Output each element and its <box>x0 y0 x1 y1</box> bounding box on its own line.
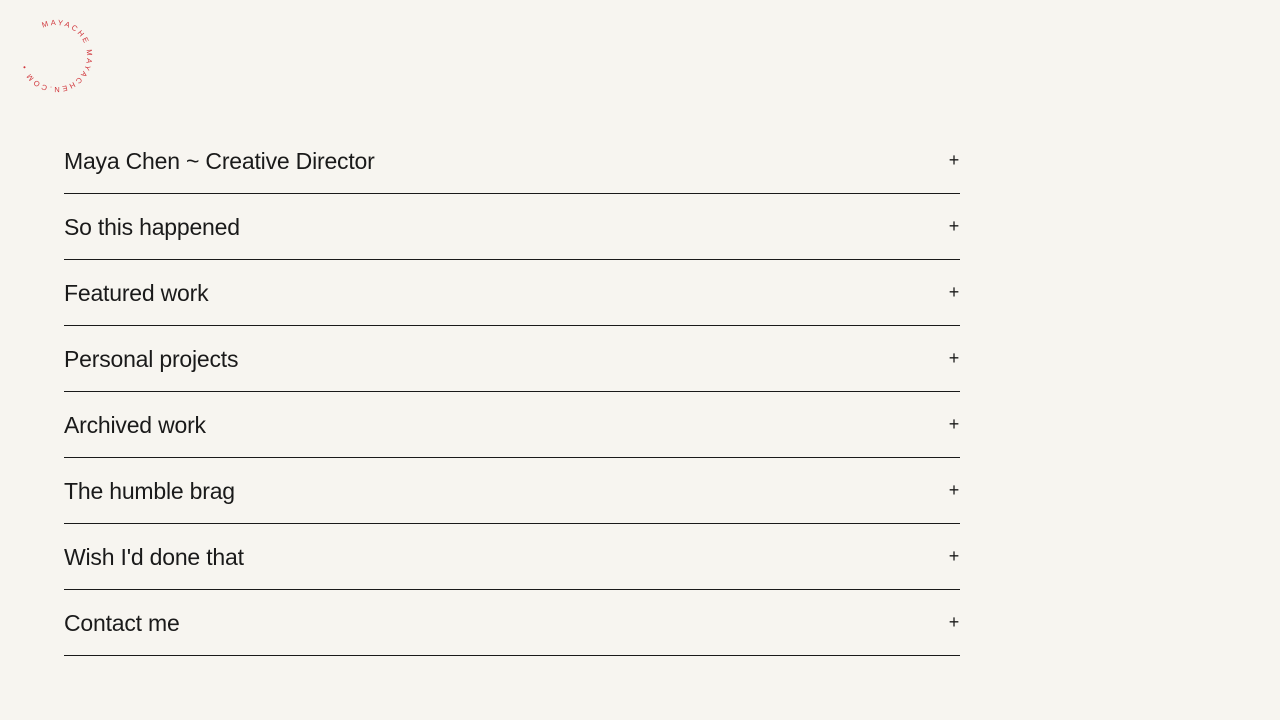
accordion-label: Maya Chen ~ Creative Director <box>64 148 375 174</box>
logo-text: MAYACHE MAYACHEN.COM • <box>19 18 92 94</box>
plus-icon[interactable]: + <box>948 546 960 566</box>
accordion-label: Wish I'd done that <box>64 544 244 570</box>
accordion-label: The humble brag <box>64 478 235 504</box>
accordion-item-humble-brag[interactable]: The humble brag + <box>64 458 960 524</box>
accordion-item-archived-work[interactable]: Archived work + <box>64 392 960 458</box>
accordion-item-about[interactable]: Maya Chen ~ Creative Director + <box>64 128 960 194</box>
plus-icon[interactable]: + <box>948 612 960 632</box>
plus-icon[interactable]: + <box>948 480 960 500</box>
accordion-item-wish-id-done-that[interactable]: Wish I'd done that + <box>64 524 960 590</box>
plus-icon[interactable]: + <box>948 348 960 368</box>
accordion-label: Contact me <box>64 610 180 636</box>
plus-icon[interactable]: + <box>948 150 960 170</box>
svg-text:MAYACHE MAYACHEN.COM •: MAYACHE MAYACHEN.COM • <box>19 18 94 94</box>
accordion-list: Maya Chen ~ Creative Director + So this h… <box>64 128 960 656</box>
accordion-label: Archived work <box>64 412 206 438</box>
accordion-item-so-this-happened[interactable]: So this happened + <box>64 194 960 260</box>
accordion-item-featured-work[interactable]: Featured work + <box>64 260 960 326</box>
logo[interactable]: MAYACHE MAYACHEN.COM • <box>16 16 96 96</box>
plus-icon[interactable]: + <box>948 414 960 434</box>
accordion-label: Personal projects <box>64 346 239 372</box>
plus-icon[interactable]: + <box>948 282 960 302</box>
plus-icon[interactable]: + <box>948 216 960 236</box>
accordion-item-personal-projects[interactable]: Personal projects + <box>64 326 960 392</box>
accordion-label: Featured work <box>64 280 209 306</box>
accordion-item-contact-me[interactable]: Contact me + <box>64 590 960 656</box>
accordion-label: So this happened <box>64 214 240 240</box>
circular-logo-text: MAYACHE MAYACHEN.COM • <box>19 18 94 94</box>
